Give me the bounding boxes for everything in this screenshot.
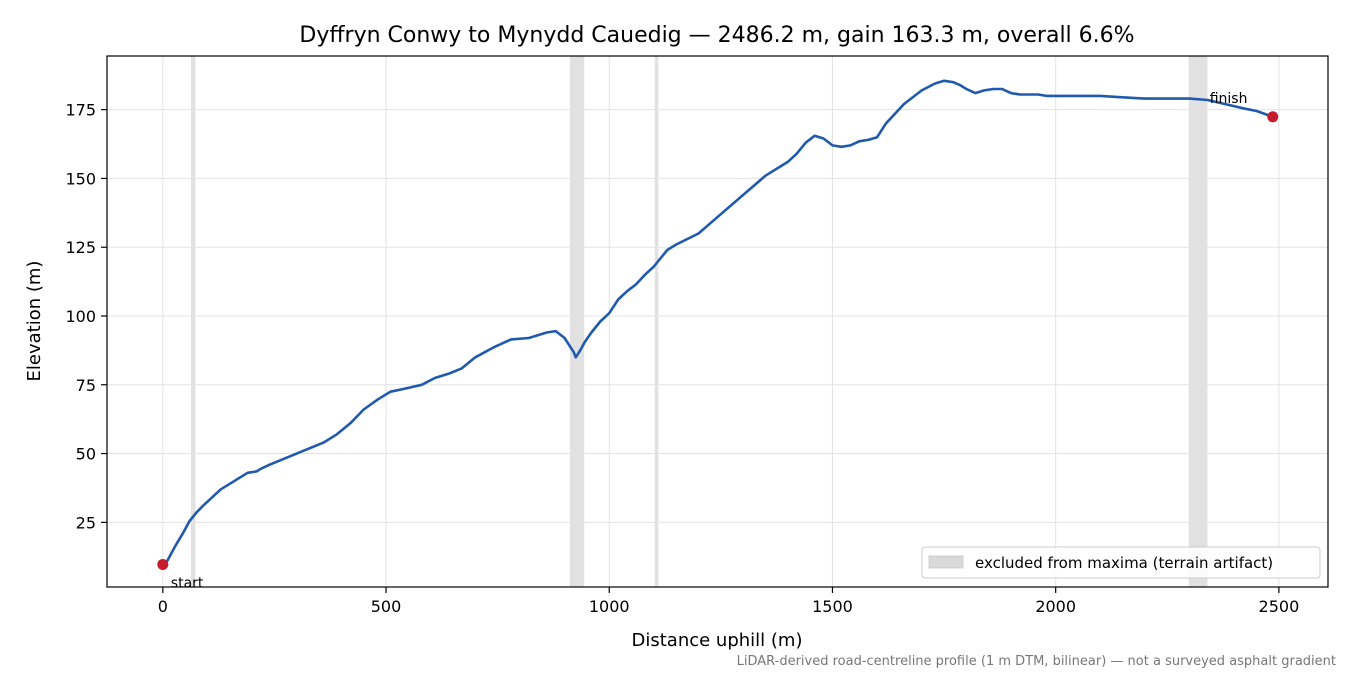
y-tick-label: 175	[65, 101, 96, 120]
x-tick-label: 1000	[589, 597, 630, 616]
excluded-band	[569, 56, 585, 587]
y-tick-label: 125	[65, 238, 96, 257]
grid-lines	[107, 56, 1328, 587]
chart-title: Dyffryn Conwy to Mynydd Cauedig — 2486.2…	[299, 23, 1134, 48]
excluded-band	[1188, 56, 1208, 587]
y-tick-label: 150	[65, 169, 96, 188]
legend-label: excluded from maxima (terrain artifact)	[975, 554, 1273, 572]
start-label: start	[171, 575, 204, 591]
legend-box	[921, 546, 1321, 579]
x-tick-label: 0	[158, 597, 168, 616]
y-tick-label: 50	[76, 445, 96, 464]
x-axis: 0 500 1000 1500 2000 2500	[158, 587, 1300, 616]
plot-area-frame	[106, 55, 1329, 588]
footnote: LiDAR-derived road-centreline profile (1…	[737, 654, 1336, 669]
y-tick-label: 75	[76, 376, 96, 395]
excluded-band	[190, 56, 196, 587]
x-tick-label: 500	[371, 597, 402, 616]
x-axis-label: Distance uphill (m)	[632, 630, 803, 651]
start-marker	[157, 558, 169, 570]
y-tick-label: 100	[65, 307, 96, 326]
legend: excluded from maxima (terrain artifact)	[921, 546, 1321, 579]
finish-marker	[1267, 111, 1279, 123]
y-tick-label: 25	[76, 513, 96, 532]
finish-label: finish	[1210, 91, 1248, 107]
x-tick-label: 1500	[812, 597, 853, 616]
x-tick-label: 2000	[1035, 597, 1076, 616]
legend-swatch	[928, 555, 964, 569]
y-axis: 25 50 75 100 125 150 175	[65, 101, 107, 532]
elevation-line	[161, 79, 1274, 566]
excluded-bands	[190, 56, 1208, 587]
x-tick-label: 2500	[1259, 597, 1300, 616]
excluded-band	[654, 56, 659, 587]
y-axis-label: Elevation (m)	[24, 261, 45, 382]
